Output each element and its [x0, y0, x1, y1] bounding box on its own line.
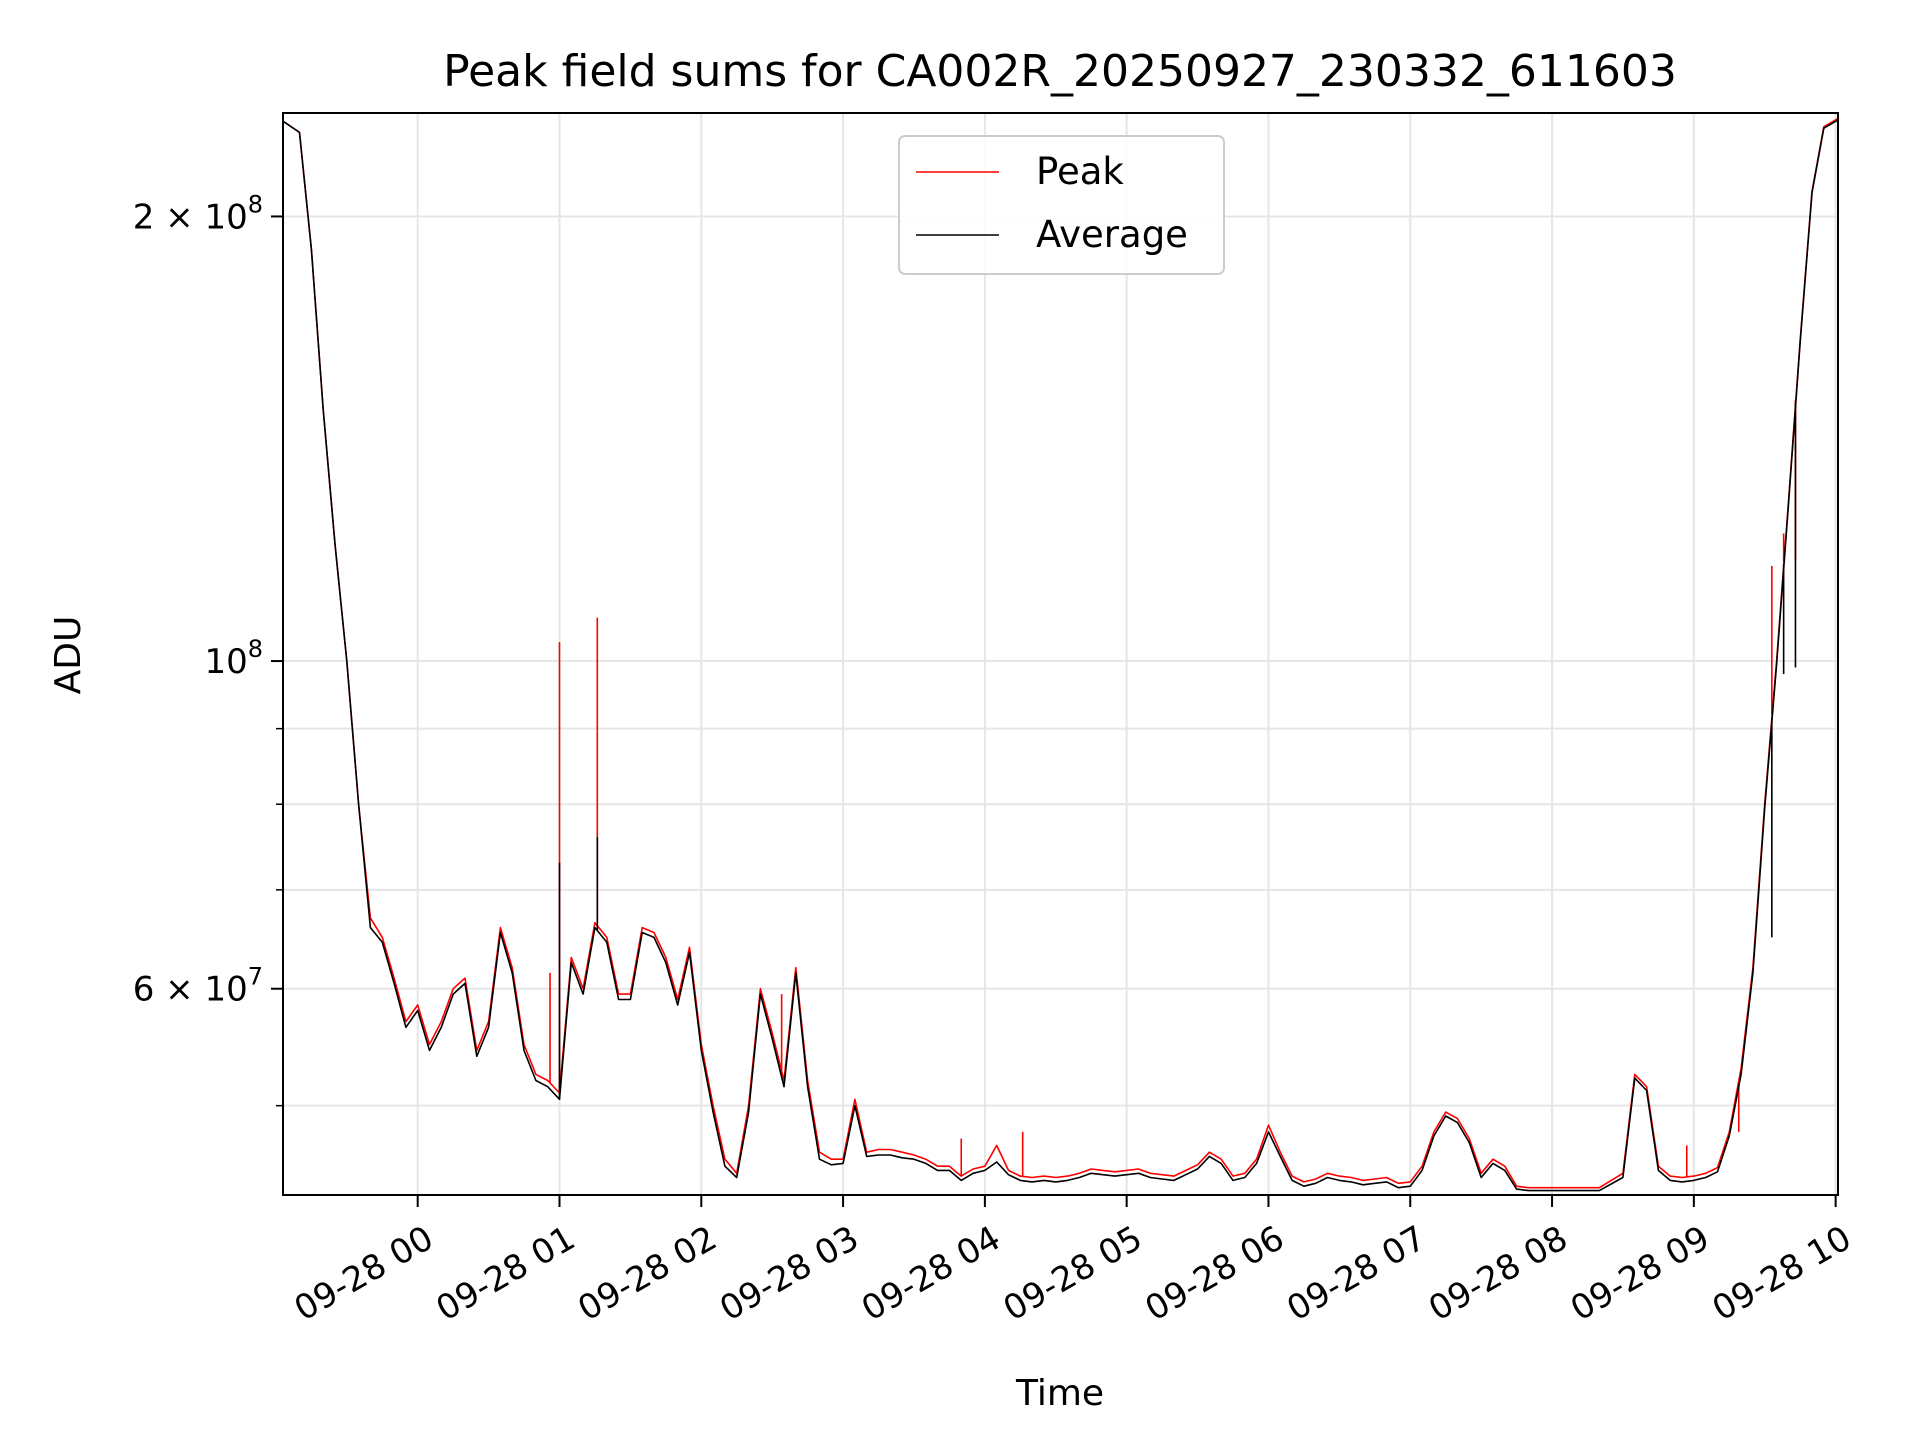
y-tick-base: 2 × 10: [133, 197, 248, 237]
y-tick-exponent: 8: [248, 190, 263, 218]
y-tick-label: 108: [204, 635, 263, 682]
y-tick-exponent: 8: [248, 635, 263, 663]
legend-box: [898, 135, 1225, 275]
y-tick-label: 6 × 107: [133, 963, 263, 1010]
y-tick-label: 2 × 108: [133, 190, 263, 237]
plot-frame: [282, 112, 1839, 1196]
legend-label-average: Average: [1036, 213, 1188, 256]
legend-label-peak: Peak: [1036, 150, 1124, 193]
y-tick-base: 6 × 10: [133, 970, 248, 1010]
y-axis-label: ADU: [48, 616, 89, 695]
y-tick-exponent: 7: [248, 963, 263, 991]
series-line-average: [282, 119, 1839, 1192]
y-tick-base: 10: [204, 642, 247, 682]
series-layer: [282, 117, 1839, 1192]
chart-title: Peak field sums for CA002R_20250927_2303…: [443, 46, 1677, 97]
x-axis-label: Time: [1015, 1373, 1104, 1414]
legend: Peak Average: [898, 135, 1225, 275]
grid: [283, 113, 1838, 1195]
series-line-peak: [282, 117, 1839, 1189]
